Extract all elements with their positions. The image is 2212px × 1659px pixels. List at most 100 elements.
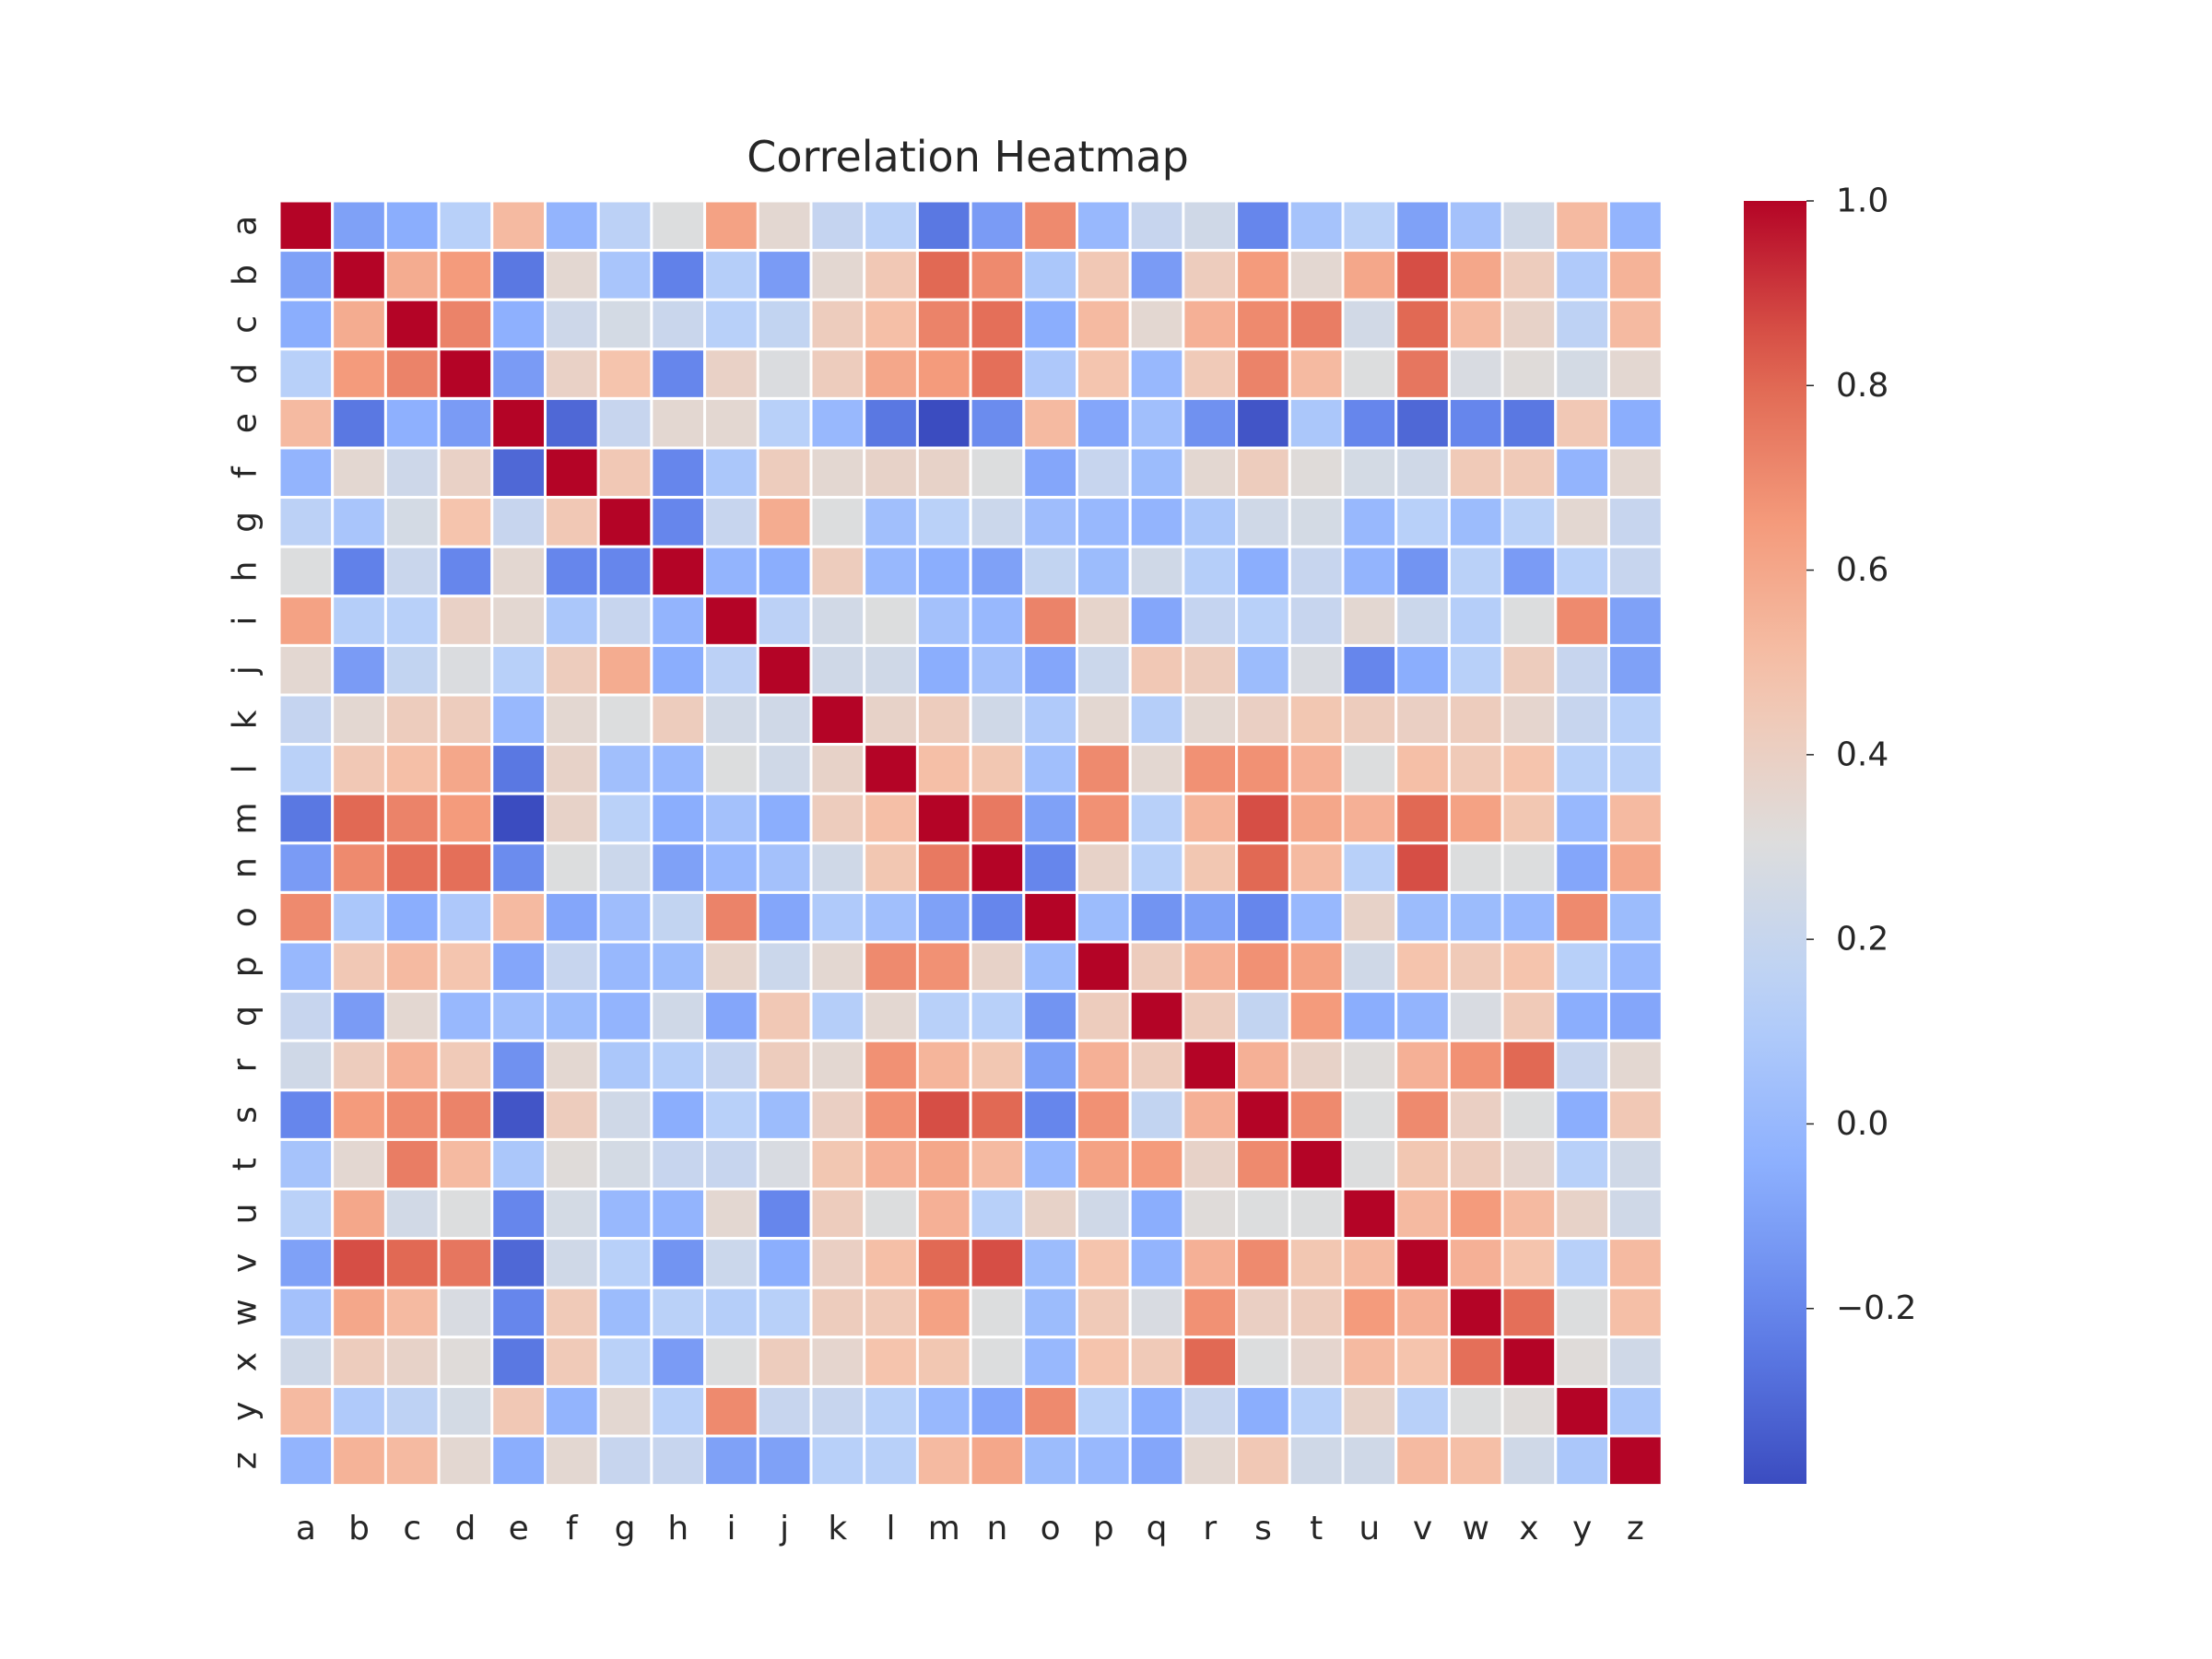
heatmap-cell-p-b (331, 940, 387, 994)
heatmap-cell-o-w (1447, 890, 1504, 944)
heatmap-cell-b-n (969, 249, 1026, 301)
y-tick-label: c (227, 315, 265, 334)
heatmap-cell-b-i (703, 249, 759, 301)
heatmap-cell-z-f (544, 1434, 600, 1488)
heatmap-cell-d-k (809, 347, 866, 400)
heatmap-cell-w-l (863, 1286, 919, 1339)
heatmap-cell-v-i (703, 1237, 759, 1289)
heatmap-cell-f-p (1076, 446, 1132, 500)
x-tick-label: e (509, 1510, 529, 1547)
heatmap-cell-y-p (1076, 1384, 1132, 1438)
y-tick-label: f (227, 465, 265, 478)
heatmap-cell-t-x (1500, 1137, 1558, 1191)
heatmap-cell-r-n (969, 1039, 1026, 1092)
heatmap-cell-o-y (1554, 890, 1611, 944)
y-tick-label: x (227, 1352, 265, 1371)
heatmap-cell-e-g (596, 396, 653, 450)
heatmap-cell-b-p (1076, 249, 1132, 301)
y-tick-label: z (227, 1452, 265, 1469)
heatmap-cell-k-v (1394, 693, 1451, 747)
heatmap-cell-w-m (915, 1286, 972, 1339)
heatmap-cell-h-t (1288, 545, 1345, 598)
heatmap-cell-q-g (596, 990, 653, 1042)
heatmap-cell-i-o (1022, 594, 1079, 647)
heatmap-cell-n-q (1128, 841, 1185, 894)
heatmap-cell-y-w (1447, 1384, 1504, 1438)
heatmap-cell-y-n (969, 1384, 1026, 1438)
heatmap-cell-b-k (809, 249, 866, 301)
heatmap-cell-e-h (650, 396, 707, 450)
heatmap-cell-h-q (1128, 545, 1185, 598)
heatmap-cell-q-t (1288, 990, 1345, 1042)
heatmap-cell-v-k (809, 1237, 866, 1289)
heatmap-cell-v-u (1341, 1237, 1398, 1289)
heatmap-cell-g-f (544, 496, 600, 548)
heatmap-cell-g-h (650, 496, 707, 548)
heatmap-cell-a-c (383, 199, 441, 253)
heatmap-cell-h-z (1607, 545, 1664, 598)
heatmap-cell-m-p (1076, 792, 1132, 845)
heatmap-cell-j-a (277, 643, 335, 697)
heatmap-cell-g-q (1128, 496, 1185, 548)
heatmap-cell-w-w (1447, 1286, 1504, 1339)
heatmap-cell-n-x (1500, 841, 1558, 894)
heatmap-cell-j-s (1235, 643, 1291, 697)
heatmap-cell-c-v (1394, 298, 1451, 351)
heatmap-cell-r-j (756, 1039, 813, 1092)
heatmap-cell-o-s (1235, 890, 1291, 944)
heatmap-cell-y-e (490, 1384, 547, 1438)
heatmap-cell-p-h (650, 940, 707, 994)
heatmap-cell-y-o (1022, 1384, 1079, 1438)
heatmap-cell-i-p (1076, 594, 1132, 647)
heatmap-cell-n-h (650, 841, 707, 894)
heatmap-cell-y-r (1182, 1384, 1239, 1438)
heatmap-cell-q-v (1394, 990, 1451, 1042)
heatmap-cell-k-q (1128, 693, 1185, 747)
heatmap-cell-i-k (809, 594, 866, 647)
heatmap-cell-l-l (863, 743, 919, 795)
x-tick-label: g (615, 1510, 636, 1547)
heatmap-cell-i-l (863, 594, 919, 647)
heatmap-cell-h-y (1554, 545, 1611, 598)
heatmap-cell-h-x (1500, 545, 1558, 598)
heatmap-cell-h-v (1394, 545, 1451, 598)
heatmap-cell-q-y (1554, 990, 1611, 1042)
heatmap-cell-g-r (1182, 496, 1239, 548)
heatmap-cell-q-w (1447, 990, 1504, 1042)
heatmap-cell-t-m (915, 1137, 972, 1191)
heatmap-cell-d-d (437, 347, 494, 400)
heatmap-cell-j-d (437, 643, 494, 697)
heatmap-cell-m-f (544, 792, 600, 845)
heatmap-cell-b-o (1022, 249, 1079, 301)
heatmap-cell-y-m (915, 1384, 972, 1438)
y-tick-label: s (227, 1106, 265, 1124)
heatmap-cell-f-u (1341, 446, 1398, 500)
heatmap-cell-r-i (703, 1039, 759, 1092)
heatmap-cell-z-n (969, 1434, 1026, 1488)
colorbar-tick-label: 0.2 (1836, 921, 1888, 959)
heatmap-cell-k-t (1288, 693, 1345, 747)
heatmap-cell-x-h (650, 1335, 707, 1388)
heatmap-cell-a-i (703, 199, 759, 253)
heatmap-cell-g-u (1341, 496, 1398, 548)
heatmap-cell-q-i (703, 990, 759, 1042)
heatmap-cell-h-h (650, 545, 707, 598)
heatmap-cell-p-i (703, 940, 759, 994)
heatmap-cell-u-t (1288, 1187, 1345, 1241)
heatmap-cell-g-t (1288, 496, 1345, 548)
heatmap-cell-p-y (1554, 940, 1611, 994)
heatmap-cell-z-g (596, 1434, 653, 1488)
heatmap-cell-a-r (1182, 199, 1239, 253)
y-tick-label: w (227, 1299, 265, 1325)
heatmap-cell-p-x (1500, 940, 1558, 994)
heatmap-cell-z-y (1554, 1434, 1611, 1488)
heatmap-cell-m-k (809, 792, 866, 845)
heatmap-cell-v-j (756, 1237, 813, 1289)
heatmap-cell-t-p (1076, 1137, 1132, 1191)
heatmap-cell-f-y (1554, 446, 1611, 500)
heatmap-cell-y-a (277, 1384, 335, 1438)
heatmap-cell-r-f (544, 1039, 600, 1092)
heatmap-cell-b-t (1288, 249, 1345, 301)
heatmap-cell-v-p (1076, 1237, 1132, 1289)
heatmap-cell-l-w (1447, 743, 1504, 795)
